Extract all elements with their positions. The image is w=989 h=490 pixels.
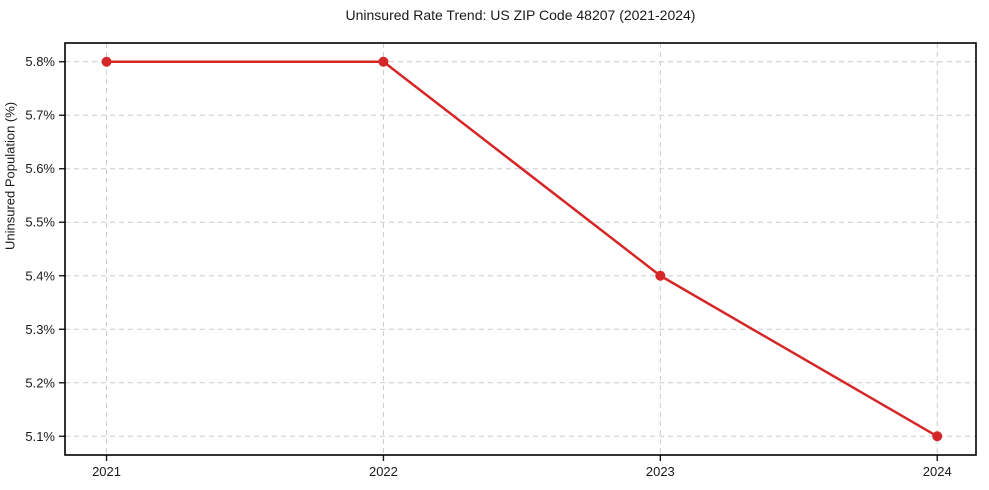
y-tick-label: 5.4% (25, 268, 55, 283)
data-point-marker (378, 56, 389, 67)
y-tick-label: 5.1% (25, 429, 55, 444)
data-point-marker (655, 270, 666, 281)
y-tick-label: 5.7% (25, 108, 55, 123)
x-tick-label: 2021 (92, 464, 121, 479)
chart-title: Uninsured Rate Trend: US ZIP Code 48207 … (345, 7, 696, 23)
x-tick-label: 2024 (923, 464, 952, 479)
plot-border (64, 42, 977, 456)
y-tick-label: 5.6% (25, 161, 55, 176)
data-point-marker (932, 431, 943, 442)
y-axis-label: Uninsured Population (%) (2, 101, 18, 250)
x-tick-label: 2022 (369, 464, 398, 479)
x-tick-label: 2023 (646, 464, 675, 479)
y-tick-label: 5.3% (25, 322, 55, 337)
y-tick-label: 5.8% (25, 54, 55, 69)
y-tick-label: 5.2% (25, 375, 55, 390)
data-point-marker (101, 56, 112, 67)
y-tick-label: 5.5% (25, 215, 55, 230)
trend-line (105, 60, 939, 438)
